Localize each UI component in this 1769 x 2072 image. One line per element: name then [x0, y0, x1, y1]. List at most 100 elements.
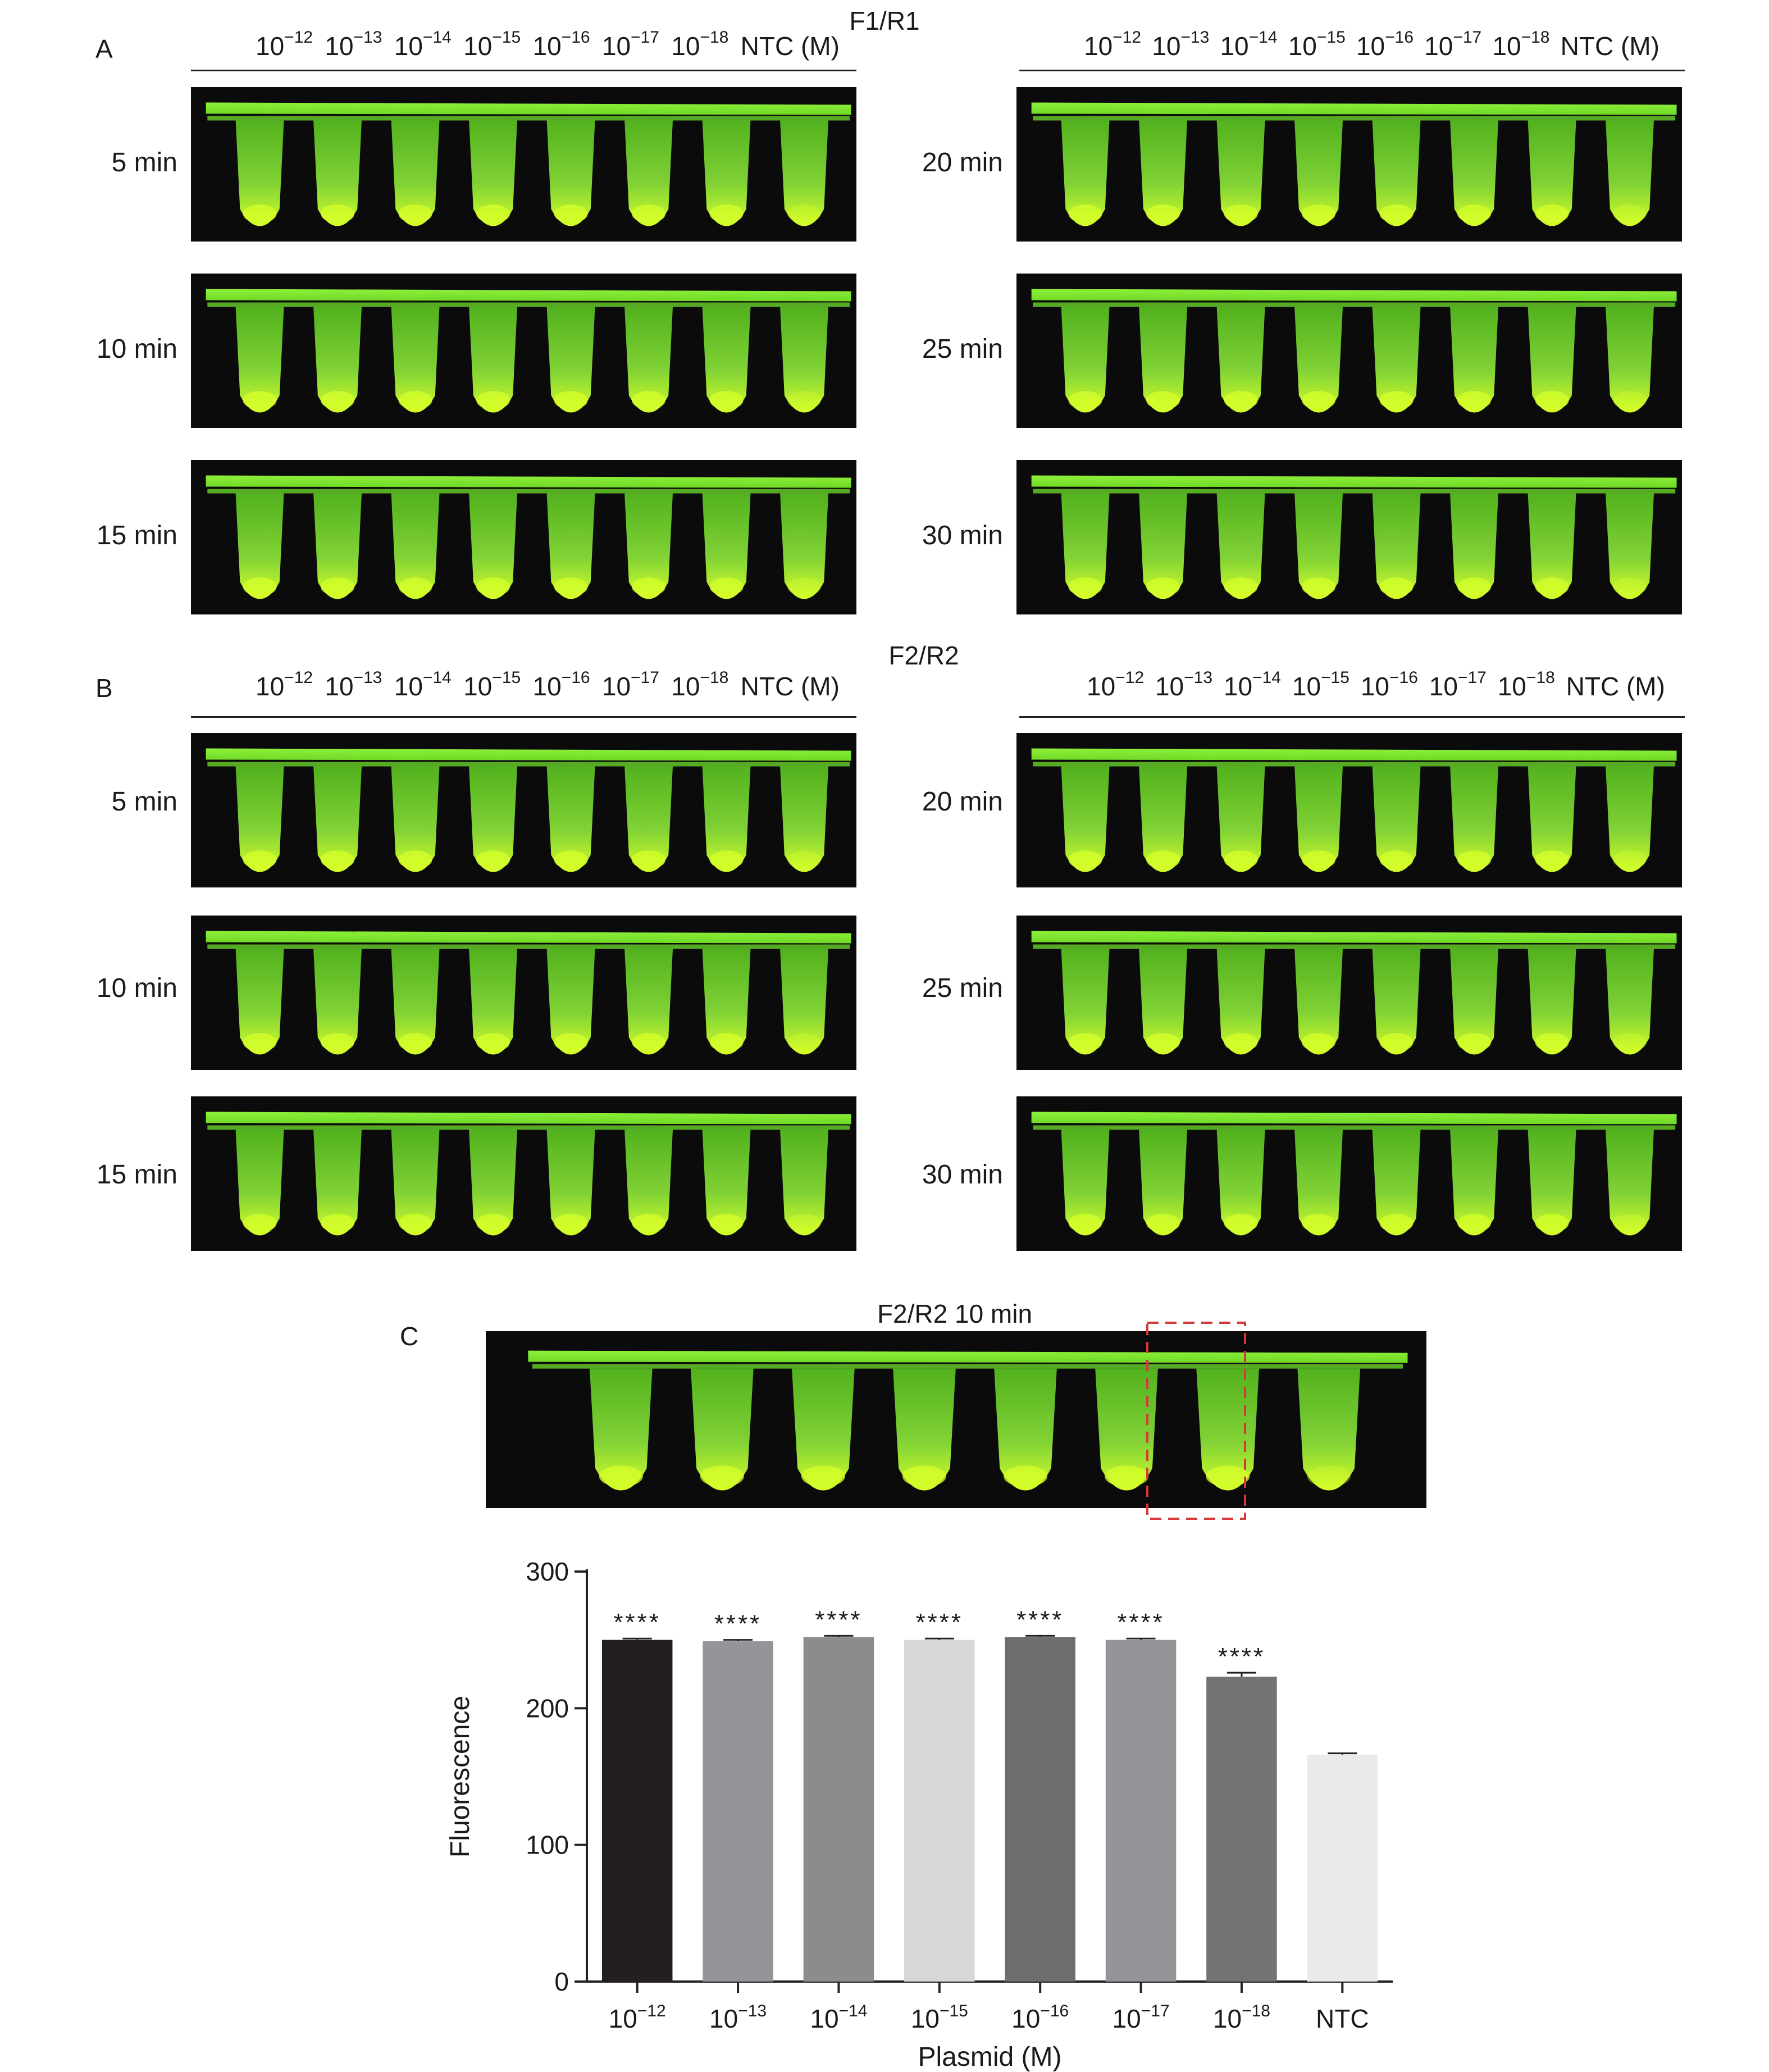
- concentration-base: 10: [1360, 672, 1389, 701]
- concentration-label: 10−17: [602, 668, 659, 702]
- gel-image-b-5min: [191, 733, 856, 887]
- concentration-label: 10−15: [1292, 668, 1349, 702]
- significance-label: ****: [714, 1610, 762, 1638]
- bar: [1005, 1637, 1075, 1982]
- panel-a-title: F1/R1: [849, 6, 920, 35]
- concentration-base: NTC (M): [1560, 31, 1659, 61]
- concentration-label: 10−17: [1424, 28, 1482, 61]
- concentration-base: 10: [1155, 672, 1184, 701]
- concentration-label: 10−16: [1360, 668, 1418, 702]
- time-label-b-10min: 10 min: [96, 973, 177, 1003]
- concentration-base: 10: [1356, 31, 1385, 61]
- concentration-base: 10: [256, 672, 285, 701]
- concentration-base: 10: [601, 31, 631, 61]
- concentration-label: 10−18: [1492, 28, 1550, 61]
- concentration-exponent: −13: [1180, 28, 1210, 47]
- concentration-label: 10−15: [463, 668, 521, 702]
- concentration-base: 10: [1492, 31, 1521, 61]
- y-tick-label: 100: [526, 1830, 569, 1860]
- x-tick-label: 10−15: [911, 2002, 968, 2033]
- x-tick-exponent: −15: [940, 2002, 968, 2020]
- gel-image-b-20min: [1016, 733, 1682, 887]
- concentration-base: NTC (M): [740, 31, 840, 61]
- panel-a-left-concentration-labels: 10−12 10−13 10−14 10−15 10−16 10−17 10−18 NTC (…: [256, 28, 840, 61]
- gel-image-a-5min: [191, 87, 856, 242]
- concentration-exponent: −16: [561, 28, 590, 47]
- y-tick-label: 200: [526, 1693, 569, 1723]
- panel-letter-a: A: [95, 34, 113, 63]
- concentration-base: 10: [325, 31, 354, 61]
- concentration-label: 10−18: [1497, 668, 1555, 702]
- x-tick-exponent: −14: [839, 2002, 868, 2020]
- gel-image-a-20min: [1016, 87, 1682, 242]
- concentration-label: 10−12: [256, 668, 313, 702]
- x-tick-label: 10−14: [810, 2002, 867, 2033]
- concentration-base: 10: [394, 31, 423, 61]
- concentration-exponent: −13: [353, 28, 382, 47]
- concentration-label: 10−14: [394, 28, 452, 61]
- concentration-label: 10−12: [1084, 28, 1142, 61]
- concentration-exponent: −12: [1113, 28, 1142, 47]
- concentration-label: 10−15: [1288, 28, 1346, 61]
- x-tick-label: 10−18: [1213, 2002, 1270, 2033]
- x-axis-label: Plasmid (M): [918, 2042, 1061, 2072]
- x-tick-exponent: −18: [1242, 2002, 1270, 2020]
- concentration-base: 10: [256, 31, 285, 61]
- x-tick-exponent: −12: [637, 2002, 666, 2020]
- time-label-a-30min: 30 min: [922, 521, 1003, 550]
- concentration-exponent: −17: [631, 668, 659, 687]
- concentration-exponent: −15: [492, 28, 521, 47]
- gel-image-a-10min: [191, 274, 856, 428]
- concentration-base: 10: [1424, 31, 1453, 61]
- concentration-base: 10: [671, 31, 700, 61]
- concentration-exponent: −13: [1184, 668, 1213, 687]
- concentration-label: 10−13: [1152, 28, 1210, 61]
- bar: [803, 1637, 874, 1982]
- concentration-base: 10: [463, 31, 493, 61]
- panel-a-right-concentration-labels: 10−12 10−13 10−14 10−15 10−16 10−17 10−18 NTC (…: [1084, 28, 1659, 61]
- concentration-base: 10: [1223, 672, 1253, 701]
- concentration-exponent: −16: [1389, 668, 1418, 687]
- bar: [1206, 1677, 1277, 1982]
- concentration-label: 10−14: [1220, 28, 1278, 61]
- concentration-base: 10: [463, 672, 493, 701]
- concentration-exponent: −12: [284, 668, 313, 687]
- concentration-label: 10−14: [394, 668, 452, 702]
- bar: [904, 1640, 975, 1982]
- concentration-base: 10: [1084, 31, 1113, 61]
- time-label-b-30min: 30 min: [922, 1160, 1003, 1190]
- concentration-label: 10−13: [325, 668, 382, 702]
- concentration-label: 10−15: [463, 28, 521, 61]
- time-label-a-20min: 20 min: [922, 148, 1003, 177]
- concentration-base: 10: [1152, 31, 1181, 61]
- bar: [1105, 1640, 1177, 1982]
- concentration-exponent: −18: [1521, 28, 1550, 47]
- concentration-label: 10−12: [256, 28, 313, 61]
- x-tick-base: 10: [1011, 2004, 1040, 2033]
- concentration-label: 10−18: [671, 28, 728, 61]
- concentration-exponent: −17: [1453, 28, 1482, 47]
- gel-image-a-25min: [1016, 274, 1682, 428]
- concentration-base: 10: [1497, 672, 1526, 701]
- panel-a-left-rule: [191, 70, 856, 71]
- panel-letter-b: B: [95, 673, 113, 703]
- x-tick-exponent: −13: [738, 2002, 767, 2020]
- time-label-a-10min: 10 min: [96, 334, 177, 364]
- y-tick-label: 0: [554, 1967, 569, 1996]
- x-tick-base: NTC: [1316, 2004, 1369, 2033]
- x-tick-label: 10−17: [1113, 2002, 1170, 2033]
- concentration-base: 10: [532, 672, 562, 701]
- concentration-label: 10−16: [1356, 28, 1414, 61]
- concentration-base: NTC (M): [740, 672, 840, 701]
- concentration-label: NTC (M): [1561, 31, 1659, 61]
- x-tick-base: 10: [1213, 2004, 1242, 2033]
- significance-label: ****: [1117, 1609, 1165, 1636]
- concentration-exponent: −14: [1248, 28, 1278, 47]
- time-label-a-5min: 5 min: [111, 148, 177, 177]
- gel-image-b-15min: [191, 1096, 856, 1251]
- x-tick-base: 10: [709, 2004, 738, 2033]
- panel-c-title: F2/R2 10 min: [877, 1299, 1033, 1328]
- significance-label: ****: [1016, 1606, 1064, 1633]
- x-tick-base: 10: [911, 2004, 940, 2033]
- concentration-exponent: −17: [631, 28, 659, 47]
